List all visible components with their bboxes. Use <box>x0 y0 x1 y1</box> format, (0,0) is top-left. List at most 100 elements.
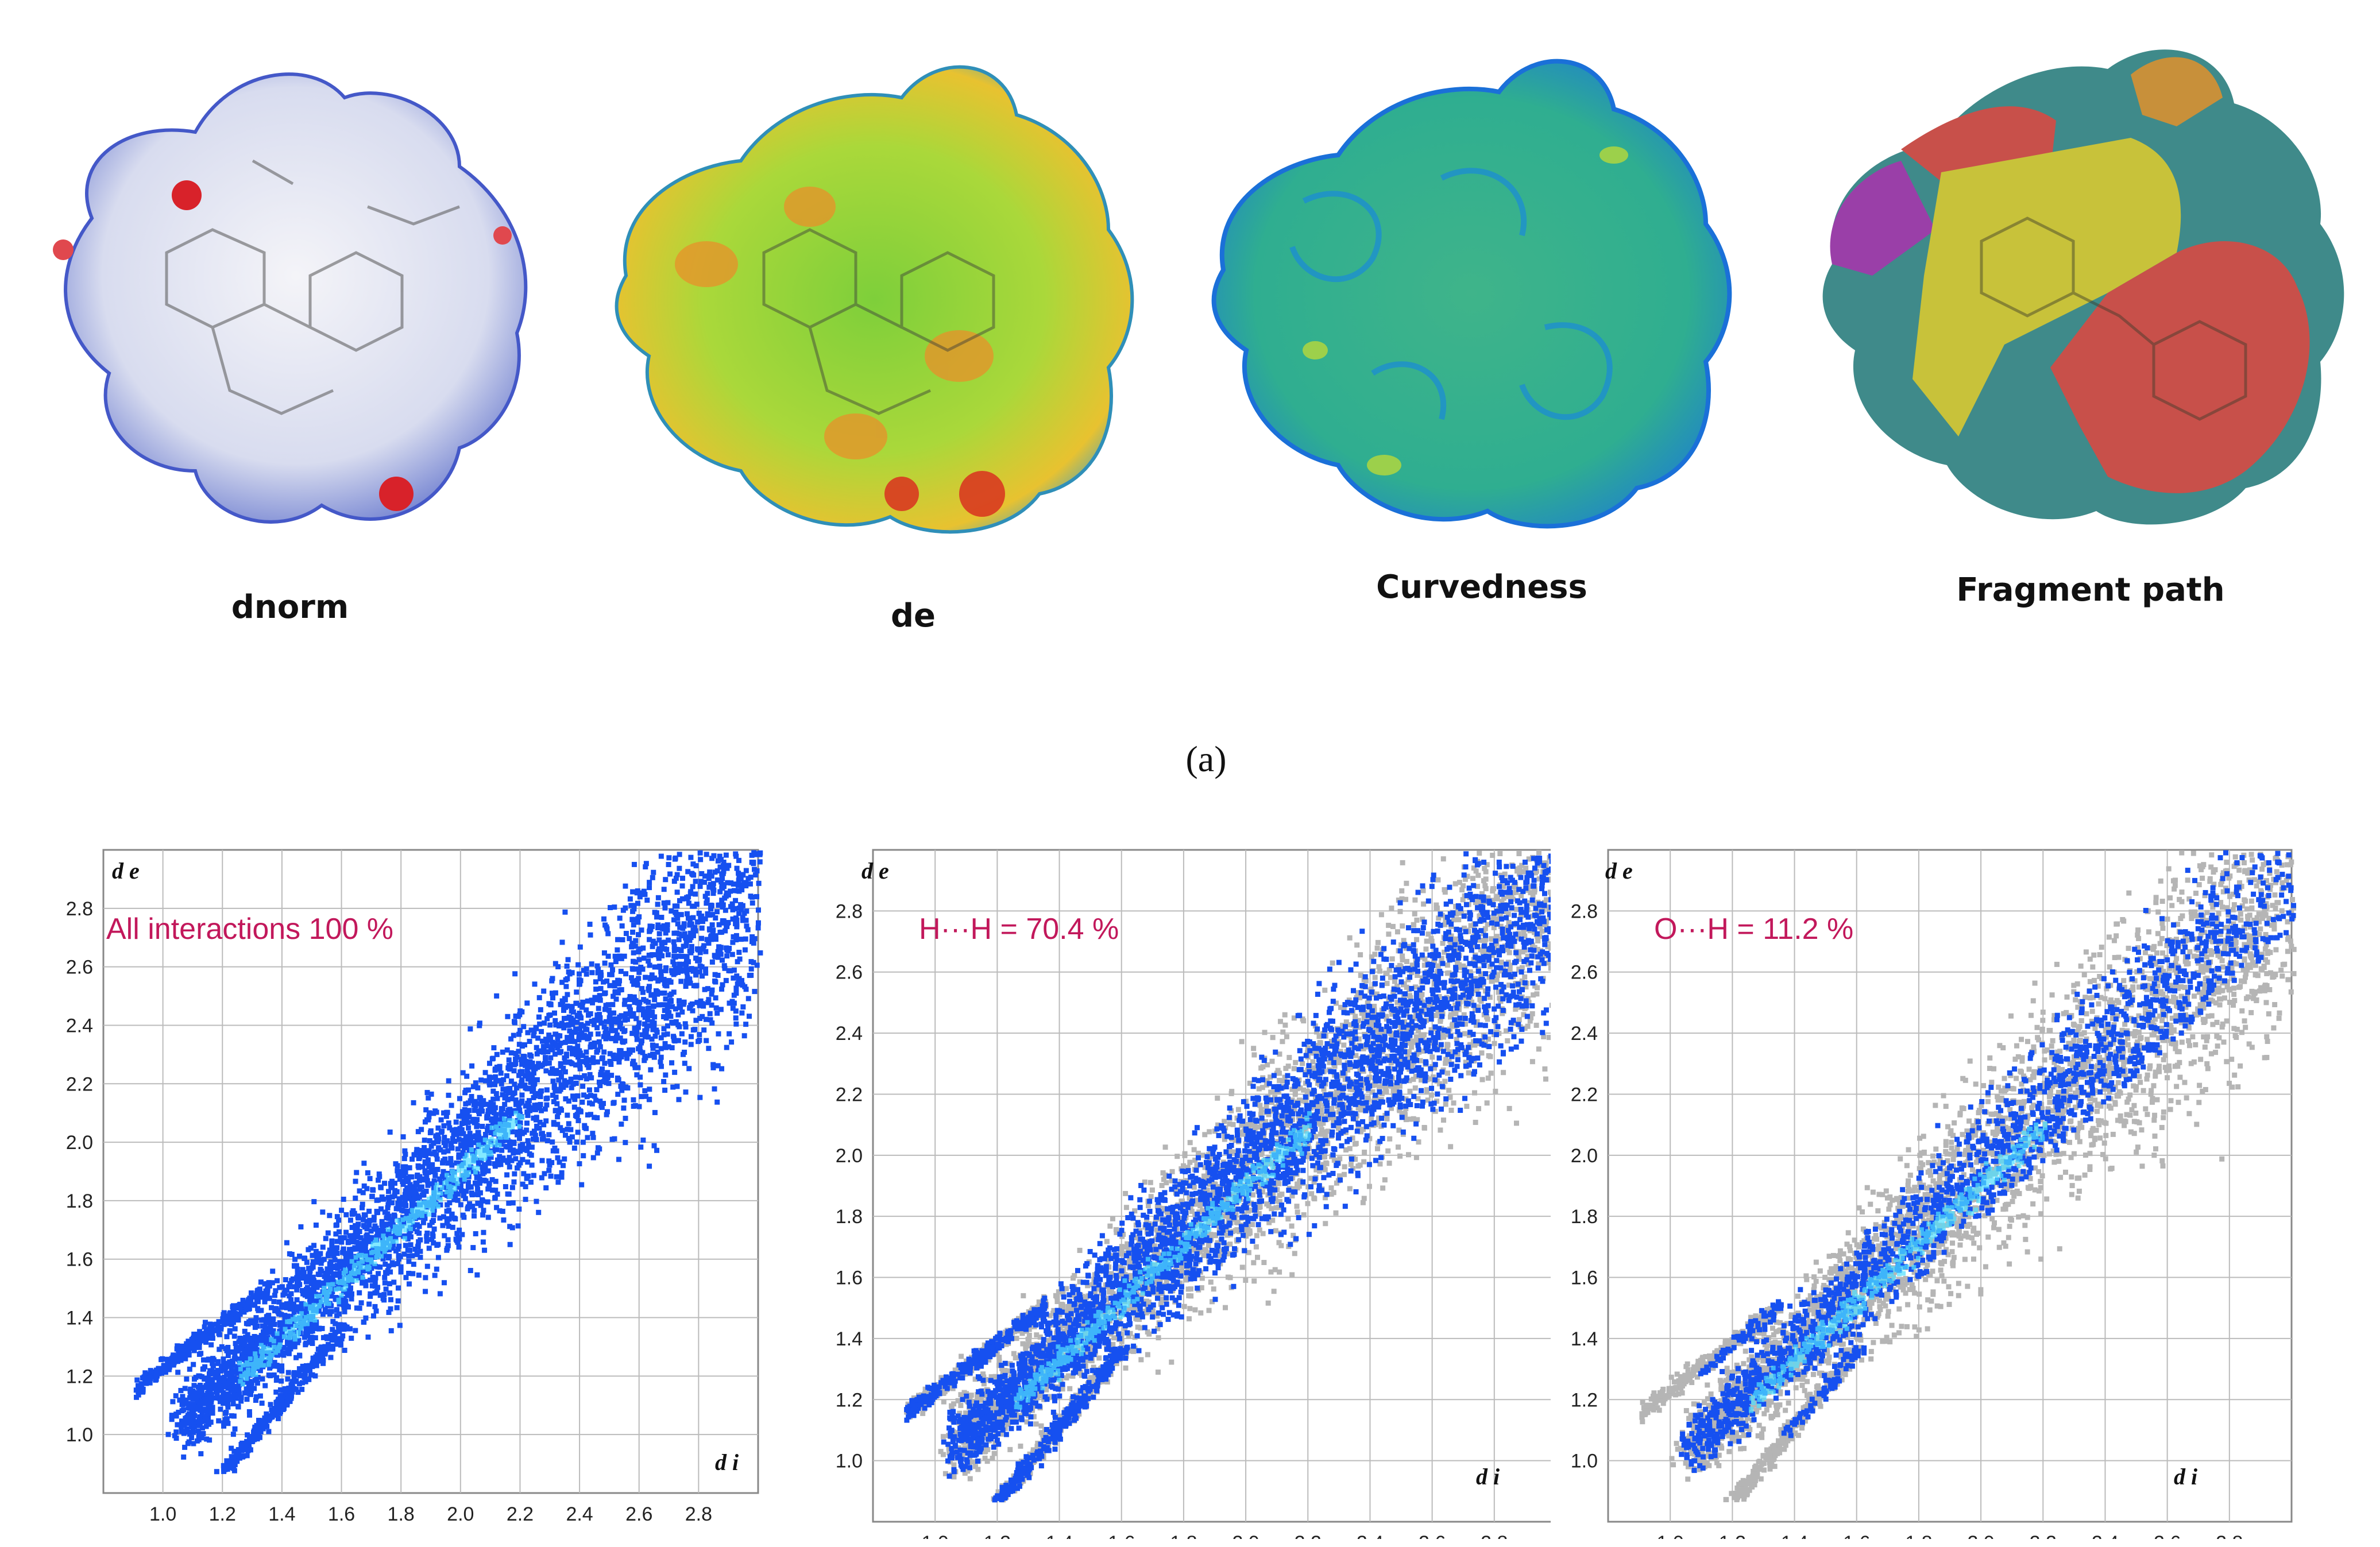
point <box>334 1251 340 1256</box>
point <box>546 1167 552 1173</box>
point <box>202 1320 208 1325</box>
point <box>955 1398 961 1403</box>
point <box>256 1422 262 1428</box>
point <box>587 922 593 927</box>
point <box>551 1120 557 1126</box>
point <box>482 1070 488 1076</box>
point <box>261 1359 267 1364</box>
point <box>627 993 633 999</box>
point <box>485 1112 490 1117</box>
point <box>258 1294 264 1300</box>
point <box>221 1423 227 1429</box>
point <box>709 987 715 993</box>
point <box>455 1197 461 1203</box>
point <box>702 987 708 992</box>
point <box>678 979 684 984</box>
point <box>525 1076 531 1082</box>
point <box>365 1170 370 1175</box>
point <box>571 1145 577 1151</box>
point <box>724 1045 729 1050</box>
point <box>631 906 637 912</box>
point <box>435 1167 441 1173</box>
point <box>486 1143 492 1148</box>
point <box>1506 894 1512 899</box>
point <box>257 1434 262 1440</box>
point <box>397 1221 402 1227</box>
point <box>674 946 679 952</box>
point <box>238 1343 244 1349</box>
point <box>402 1198 408 1204</box>
point <box>636 949 642 954</box>
point <box>459 1188 465 1194</box>
point <box>621 953 627 959</box>
point <box>494 993 500 999</box>
point <box>605 1070 611 1076</box>
point <box>373 1240 378 1245</box>
point <box>400 1179 405 1185</box>
point <box>400 1215 406 1220</box>
point <box>598 1020 604 1026</box>
point <box>468 1268 473 1274</box>
point <box>392 1188 398 1193</box>
point <box>323 1236 329 1242</box>
point <box>389 1185 395 1190</box>
point <box>601 1079 606 1085</box>
point <box>424 1238 430 1244</box>
point <box>416 1239 422 1244</box>
point <box>298 1320 303 1325</box>
point <box>639 927 644 933</box>
point <box>142 1375 148 1381</box>
point <box>641 956 647 961</box>
point <box>524 1086 530 1092</box>
point <box>469 1153 474 1158</box>
point <box>191 1348 197 1353</box>
point <box>527 1038 532 1044</box>
point <box>293 1355 299 1360</box>
point <box>665 1023 671 1029</box>
point <box>225 1380 231 1386</box>
point <box>708 881 713 887</box>
point <box>557 1159 562 1165</box>
point <box>532 981 538 987</box>
point <box>539 1108 544 1113</box>
point <box>613 1034 619 1040</box>
point <box>674 1084 680 1089</box>
point <box>733 1015 739 1021</box>
point <box>415 1147 420 1153</box>
point <box>584 1055 589 1061</box>
point <box>281 1399 287 1405</box>
point <box>730 1005 736 1011</box>
point <box>458 1183 463 1189</box>
point <box>436 1136 442 1142</box>
point <box>682 931 687 937</box>
point <box>279 1397 285 1402</box>
point <box>601 916 607 922</box>
point <box>432 1172 438 1178</box>
y-tick-label: 2.0 <box>66 1132 93 1154</box>
point <box>268 1402 273 1407</box>
fragment-path-surface <box>1809 23 2360 540</box>
point <box>391 1262 396 1267</box>
point <box>485 1139 490 1144</box>
point <box>346 1247 352 1252</box>
point <box>232 1387 238 1393</box>
point <box>466 1163 472 1168</box>
point <box>683 961 689 966</box>
point <box>329 1243 335 1249</box>
point <box>409 1253 415 1259</box>
point <box>266 1372 272 1378</box>
point <box>349 1225 355 1231</box>
point <box>540 1044 546 1050</box>
point <box>617 1035 623 1041</box>
point <box>199 1384 204 1390</box>
point <box>421 1192 427 1198</box>
point <box>721 963 727 969</box>
point <box>456 1113 462 1119</box>
point <box>527 1108 533 1113</box>
point <box>248 1298 254 1304</box>
point <box>366 1265 372 1270</box>
point <box>462 1196 468 1201</box>
point <box>468 1140 473 1146</box>
point <box>594 1025 600 1031</box>
point <box>353 1263 358 1268</box>
